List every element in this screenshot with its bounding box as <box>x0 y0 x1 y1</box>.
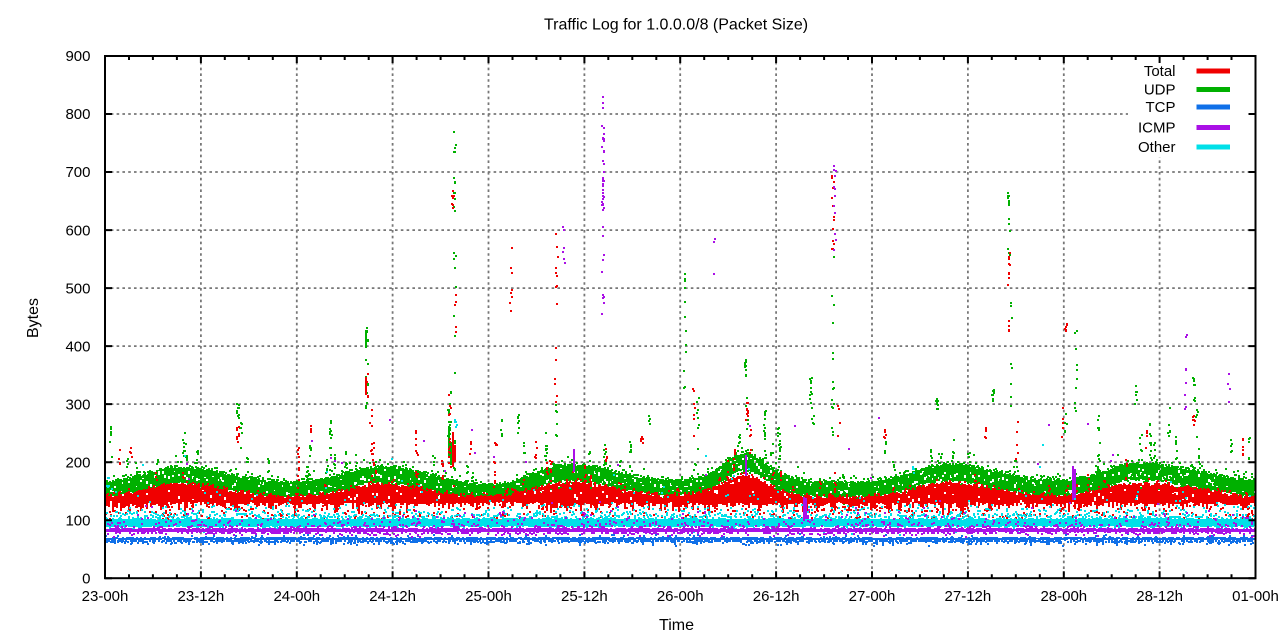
svg-text:Other: Other <box>1138 139 1176 156</box>
svg-text:0: 0 <box>82 570 90 587</box>
svg-text:27-12h: 27-12h <box>945 588 992 605</box>
svg-text:500: 500 <box>65 280 90 297</box>
svg-text:24-12h: 24-12h <box>369 588 416 605</box>
svg-text:01-00h: 01-00h <box>1232 588 1279 605</box>
svg-text:26-12h: 26-12h <box>753 588 800 605</box>
svg-text:300: 300 <box>65 396 90 413</box>
svg-text:Time: Time <box>659 617 694 634</box>
svg-text:UDP: UDP <box>1144 82 1176 99</box>
svg-text:26-00h: 26-00h <box>657 588 704 605</box>
svg-text:800: 800 <box>65 106 90 123</box>
svg-text:Bytes: Bytes <box>25 298 42 338</box>
svg-text:ICMP: ICMP <box>1138 120 1176 137</box>
svg-text:700: 700 <box>65 164 90 181</box>
svg-text:24-00h: 24-00h <box>273 588 320 605</box>
svg-text:28-12h: 28-12h <box>1136 588 1183 605</box>
svg-text:900: 900 <box>65 48 90 65</box>
svg-text:400: 400 <box>65 338 90 355</box>
svg-text:TCP: TCP <box>1146 99 1176 116</box>
svg-text:27-00h: 27-00h <box>849 588 896 605</box>
svg-text:28-00h: 28-00h <box>1040 588 1087 605</box>
svg-text:Traffic Log for 1.0.0.0/8 (Pac: Traffic Log for 1.0.0.0/8 (Packet Size) <box>544 17 808 34</box>
svg-text:25-00h: 25-00h <box>465 588 512 605</box>
svg-text:600: 600 <box>65 222 90 239</box>
svg-text:200: 200 <box>65 454 90 471</box>
svg-text:Total: Total <box>1144 63 1176 80</box>
svg-text:23-00h: 23-00h <box>82 588 129 605</box>
svg-text:23-12h: 23-12h <box>178 588 225 605</box>
svg-text:25-12h: 25-12h <box>561 588 608 605</box>
svg-text:100: 100 <box>65 512 90 529</box>
